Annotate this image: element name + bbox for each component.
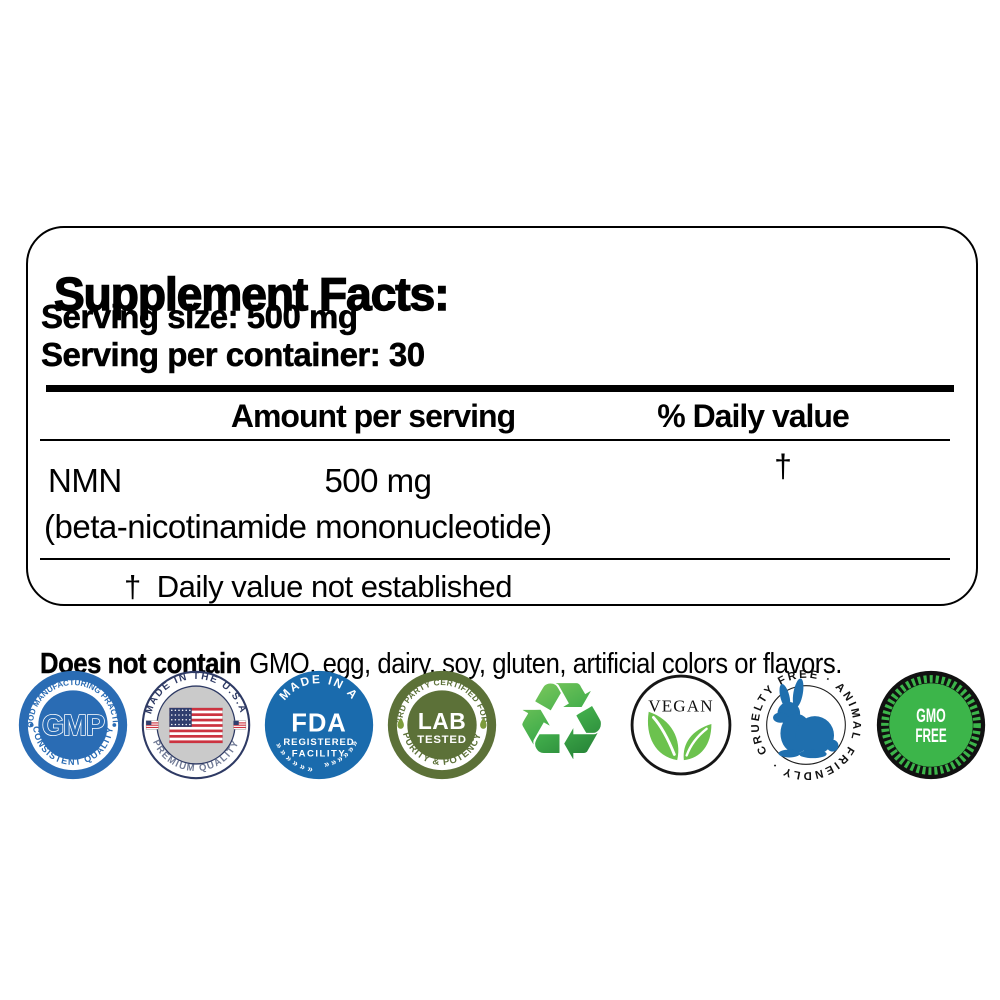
panel-title: Supplement Facts: — [53, 267, 450, 320]
gmp-icon: GOOD MANUFACTURING PRACTICE CONSISTENT Q… — [16, 668, 128, 780]
rabbit-icon — [772, 678, 839, 759]
column-header-daily-value: % Daily value — [657, 398, 850, 434]
fda-icon: MADE IN A «««««« »»»»»» FDA REGISTERED F… — [265, 670, 374, 780]
lab-tested-badge: 3RD PARTY CERTIFIED FOR PURITY & POTENCY… — [385, 668, 499, 782]
gmo-free-badge: GMO FREE — [874, 668, 988, 782]
footnote: † Daily value not established — [124, 569, 513, 605]
supplement-facts-panel: Supplement Facts: Serving size: 500 mg S… — [26, 226, 978, 606]
ingredient-amount: 500 mg — [324, 462, 432, 499]
does-not-contain-list: GMO, egg, dairy, soy, gluten, artificial… — [249, 647, 842, 680]
lab-center-text: LAB — [418, 708, 466, 734]
recycle-icon: ♻ — [513, 660, 610, 785]
cruelty-free-icon: CRUELTY FREE · ANIMAL FRIENDLY · — [749, 669, 859, 782]
gmo-free-line1: GMO — [916, 705, 945, 727]
header-divider — [40, 439, 950, 441]
vegan-label: VEGAN — [648, 697, 714, 716]
fda-badge: MADE IN A «««««« »»»»»» FDA REGISTERED F… — [262, 668, 376, 782]
serving-size: Serving size: 500 mg — [41, 298, 358, 336]
footnote-text: Daily value not established — [156, 569, 513, 604]
ingredient-name: NMN — [48, 462, 122, 499]
fda-center-text: FDA — [292, 710, 348, 738]
serving-info: Serving size: 500 mg Serving per contain… — [41, 298, 426, 374]
droplet-right-icon — [480, 717, 487, 729]
cruelty-free-badge: CRUELTY FREE · ANIMAL FRIENDLY · — [747, 666, 865, 784]
thick-divider — [46, 385, 954, 392]
vegan-icon: VEGAN — [630, 674, 732, 776]
mini-flag-left-icon — [146, 720, 159, 730]
dagger-symbol: † — [124, 569, 141, 604]
droplet-left-icon — [397, 717, 405, 729]
leaf-right-icon — [683, 724, 712, 761]
fda-registered-text: REGISTERED — [284, 737, 355, 748]
certification-badges-row: GOOD MANUFACTURING PRACTICE CONSISTENT Q… — [16, 664, 988, 786]
column-header-amount: Amount per serving — [230, 398, 516, 434]
lab-tested-icon: 3RD PARTY CERTIFIED FOR PURITY & POTENCY… — [388, 670, 497, 780]
mini-flag-right-icon — [233, 720, 247, 730]
us-flag-icon — [169, 707, 224, 744]
ingredient-detail: (beta-nicotinamide mononucleotide) — [44, 508, 552, 545]
recycle-badge: ♻ — [509, 660, 615, 785]
ingredient-daily-value-dagger: † — [774, 448, 792, 484]
made-in-usa-badge: MADE IN THE U.S.A PREMIUM QUALITY — [139, 668, 253, 782]
gmp-center-text: GMP — [42, 710, 105, 742]
made-in-usa-icon: MADE IN THE U.S.A PREMIUM QUALITY — [141, 670, 251, 780]
gmo-free-line2: FREE — [915, 725, 946, 747]
vegan-badge: VEGAN — [624, 668, 738, 782]
footnote-divider — [40, 558, 950, 560]
gmo-free-icon: GMO FREE — [876, 670, 986, 780]
does-not-contain-line: Does not contain GMO, egg, dairy, soy, gl… — [40, 647, 843, 681]
serving-per-container: Serving per container: 30 — [41, 336, 426, 374]
gmp-badge: GOOD MANUFACTURING PRACTICE CONSISTENT Q… — [16, 668, 130, 782]
lab-tested-text: TESTED — [418, 734, 468, 746]
fda-facility-text: FACILITY — [292, 748, 346, 759]
